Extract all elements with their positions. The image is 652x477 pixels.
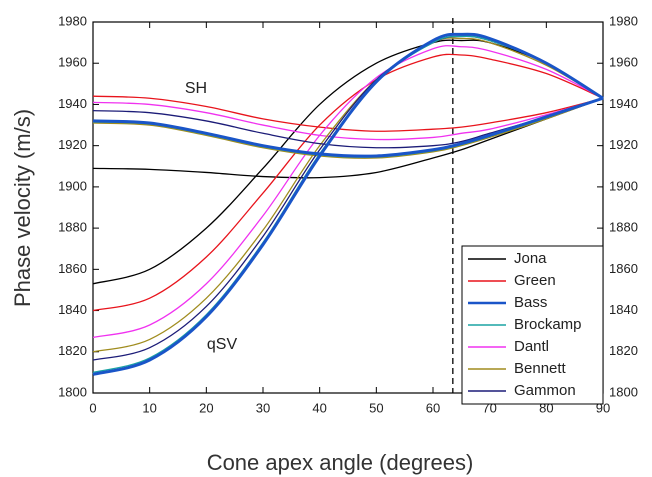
y2-tick-label: 1880 bbox=[609, 220, 638, 235]
annotation: SH bbox=[185, 80, 207, 97]
curve-sh bbox=[92, 97, 604, 179]
x-tick-label: 20 bbox=[199, 400, 213, 415]
curve-sh bbox=[92, 95, 604, 132]
x-tick-label: 40 bbox=[312, 400, 326, 415]
y-tick-label: 1840 bbox=[58, 302, 87, 317]
y2-tick-label: 1920 bbox=[609, 137, 638, 152]
y-tick-label: 1900 bbox=[58, 178, 87, 193]
legend-label: Green bbox=[514, 272, 556, 289]
legend-label: Brockamp bbox=[514, 316, 582, 333]
curve-sh bbox=[92, 97, 604, 159]
y-axis-label: Phase velocity (m/s) bbox=[10, 109, 35, 307]
legend-label: Dantl bbox=[514, 338, 549, 355]
y2-tick-label: 1820 bbox=[609, 343, 638, 358]
y2-tick-label: 1900 bbox=[609, 178, 638, 193]
legend-label: Bennett bbox=[514, 360, 567, 377]
x-tick-label: 10 bbox=[142, 400, 156, 415]
x-tick-label: 50 bbox=[369, 400, 383, 415]
curve-qsv bbox=[92, 45, 604, 338]
legend-label: Jona bbox=[514, 250, 547, 267]
y2-tick-label: 1840 bbox=[609, 302, 638, 317]
annotation: qSV bbox=[207, 336, 238, 353]
y-tick-label: 1960 bbox=[58, 55, 87, 70]
y-tick-label: 1820 bbox=[58, 343, 87, 358]
x-tick-label: 60 bbox=[426, 400, 440, 415]
y2-tick-label: 1860 bbox=[609, 261, 638, 276]
curve-sh bbox=[92, 97, 604, 141]
y-tick-label: 1920 bbox=[58, 137, 87, 152]
y-tick-label: 1880 bbox=[58, 220, 87, 235]
x-tick-label: 0 bbox=[89, 400, 96, 415]
y-tick-label: 1940 bbox=[58, 96, 87, 111]
x-axis-label: Cone apex angle (degrees) bbox=[207, 450, 474, 475]
y-tick-label: 1860 bbox=[58, 261, 87, 276]
curve-sh bbox=[92, 96, 604, 158]
y-tick-label: 1800 bbox=[58, 384, 87, 399]
legend-label: Gammon bbox=[514, 382, 576, 399]
x-tick-label: 30 bbox=[256, 400, 270, 415]
y2-tick-label: 1800 bbox=[609, 384, 638, 399]
y2-tick-label: 1940 bbox=[609, 96, 638, 111]
legend-label: Bass bbox=[514, 294, 547, 311]
y-tick-label: 1980 bbox=[58, 13, 87, 28]
curve-qsv bbox=[92, 32, 604, 376]
y2-tick-label: 1960 bbox=[609, 55, 638, 70]
plot-frame bbox=[92, 21, 604, 394]
y2-tick-label: 1980 bbox=[609, 13, 638, 28]
